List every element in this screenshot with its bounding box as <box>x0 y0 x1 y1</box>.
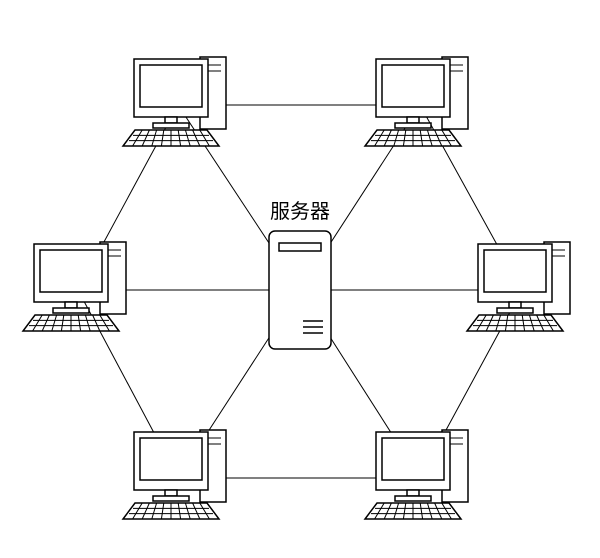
pc-bottom-right <box>365 430 468 519</box>
pc-mid-right <box>467 242 570 331</box>
pc-top-left <box>123 57 226 146</box>
server-node <box>269 231 331 349</box>
pc-mid-left <box>23 242 126 331</box>
server-label: 服务器 <box>270 200 330 223</box>
pc-top-right <box>365 57 468 146</box>
nodes-layer <box>23 57 570 519</box>
network-diagram: 服务器 <box>0 0 600 558</box>
pc-bottom-left <box>123 430 226 519</box>
